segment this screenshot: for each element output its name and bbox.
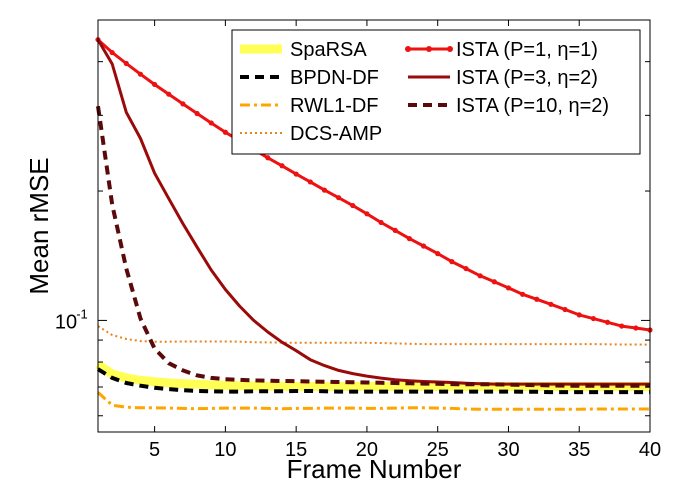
x-tick-label: 5 [149, 439, 160, 461]
series-marker [633, 325, 639, 331]
series-line-5 [96, 38, 651, 332]
series-line-7 [96, 105, 650, 388]
legend-marker [426, 46, 432, 52]
series-marker [321, 187, 328, 193]
series-marker [406, 236, 412, 242]
series-marker [166, 91, 172, 97]
series-marker [505, 285, 512, 291]
series-marker [208, 120, 214, 126]
legend-label-7: ISTA (P=10, η=2) [456, 95, 609, 117]
series-marker [520, 291, 526, 297]
series-marker [307, 179, 313, 185]
series-marker [420, 243, 427, 249]
x-tick-label: 10 [214, 439, 236, 461]
legend-items: SpaRSA BPDN-DF RWL1-DF DCS-AMP ISTA (P=1, η=… [240, 39, 609, 145]
x-ticks: 5 10 15 20 25 30 35 40 [149, 20, 661, 461]
legend-label-1: SpaRSA [290, 39, 367, 61]
y-ticks: 10 -1 [55, 61, 650, 417]
series-marker [619, 323, 625, 329]
series-marker [378, 219, 384, 226]
series-marker [576, 312, 582, 318]
legend-marker [447, 46, 453, 52]
series-marker [491, 279, 497, 285]
y-axis-label: Mean rMSE [24, 157, 54, 294]
y-tick-exponent: -1 [76, 306, 88, 321]
series-marker [477, 273, 483, 279]
series-line-2 [96, 367, 650, 395]
x-tick-label: 25 [427, 439, 449, 461]
x-axis-label: Frame Number [287, 454, 462, 484]
legend-label-4: DCS-AMP [290, 123, 382, 145]
series-marker [279, 163, 285, 169]
series-marker [562, 306, 568, 313]
series-marker [604, 319, 611, 325]
series-marker [180, 101, 186, 107]
y-tick-label: 10 [55, 311, 77, 333]
series-marker [590, 315, 596, 322]
series-line-3 [96, 391, 650, 411]
legend-label-3: RWL1-DF [290, 95, 379, 117]
series-marker [109, 49, 115, 56]
series-marker [293, 171, 299, 177]
series-marker [534, 296, 540, 302]
legend-label-5: ISTA (P=1, η=1) [456, 39, 598, 61]
series-marker [548, 301, 554, 307]
series-marker [265, 155, 271, 161]
legend-label-6: ISTA (P=3, η=2) [456, 67, 598, 89]
series-marker [336, 195, 342, 201]
x-tick-label: 30 [497, 439, 519, 461]
series-marker [152, 81, 158, 88]
series-marker [463, 265, 469, 272]
axes-frame [97, 19, 651, 433]
x-tick-label: 15 [285, 439, 307, 461]
legend: SpaRSA BPDN-DF RWL1-DF DCS-AMP ISTA (P=1, η=… [231, 29, 641, 155]
legend-marker [405, 46, 411, 52]
series-marker [392, 227, 398, 233]
series-line-4 [97, 325, 651, 346]
series-marker [435, 251, 441, 257]
series-marker [364, 211, 370, 217]
legend-box [231, 29, 641, 155]
series-marker [137, 71, 144, 77]
series-marker [350, 202, 356, 209]
legend-label-2: BPDN-DF [290, 67, 379, 89]
x-tick-label: 20 [356, 439, 378, 461]
series-marker [123, 60, 129, 67]
series-layer [95, 37, 653, 411]
series-marker [194, 110, 200, 117]
x-tick-label: 40 [639, 439, 661, 461]
series-marker [449, 259, 455, 265]
series-marker [222, 129, 228, 135]
x-tick-label: 35 [568, 439, 590, 461]
